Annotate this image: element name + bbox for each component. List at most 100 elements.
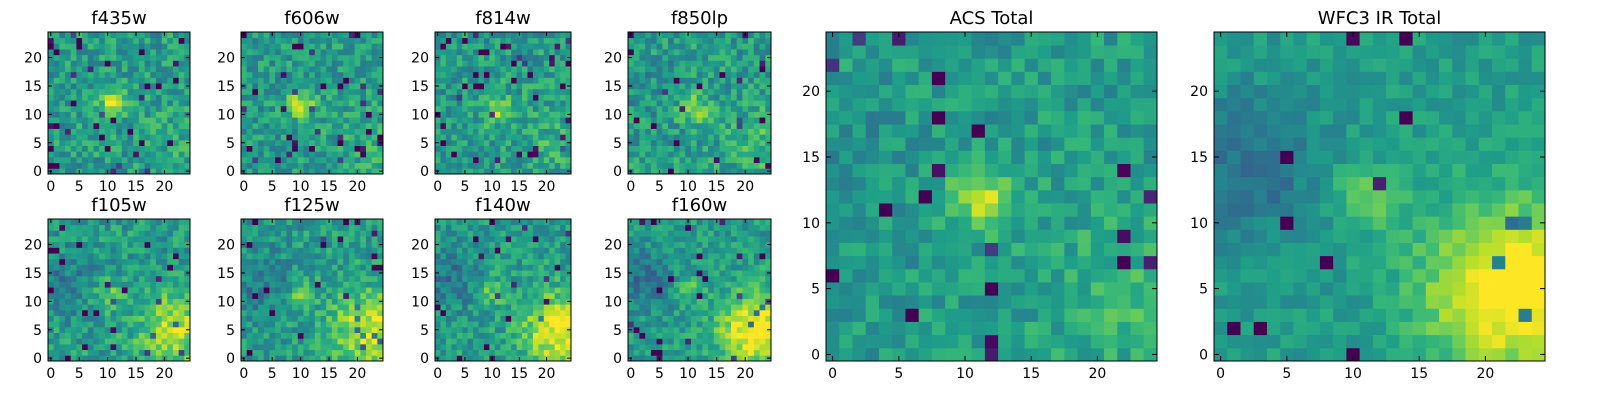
heatmap-cell <box>532 88 539 95</box>
heatmap-cell <box>82 349 89 356</box>
heatmap-cell <box>337 60 344 67</box>
heatmap-cell <box>297 88 304 95</box>
heatmap-cell <box>516 83 523 90</box>
heatmap-cell <box>292 151 299 158</box>
heatmap-cell <box>365 105 373 112</box>
heatmap-cell <box>59 253 66 260</box>
heatmap-cell <box>331 332 338 339</box>
heatmap-cell <box>161 264 168 271</box>
heatmap-cell <box>348 349 355 356</box>
heatmap-cell <box>178 128 185 135</box>
heatmap-cell <box>252 60 259 67</box>
heatmap-cell <box>702 156 709 164</box>
heatmap-cell <box>538 236 545 243</box>
heatmap-cell <box>116 117 123 124</box>
heatmap-cell <box>275 253 282 260</box>
heatmap-cell <box>549 77 556 84</box>
heatmap-cell <box>753 128 760 135</box>
heatmap-cell <box>320 32 327 39</box>
heatmap-cell <box>543 66 550 73</box>
heatmap-cell <box>549 241 556 248</box>
heatmap-cell <box>645 343 652 351</box>
heatmap-cell <box>473 156 479 164</box>
heatmap-cell <box>719 83 726 90</box>
heatmap-cell <box>65 247 72 254</box>
heatmap-cell <box>708 94 715 101</box>
heatmap-cell <box>440 287 447 294</box>
heatmap-cell <box>543 287 550 294</box>
heatmap-cell <box>565 100 572 107</box>
heatmap-cell <box>753 162 760 169</box>
heatmap-cell <box>354 264 361 271</box>
heatmap-cell <box>483 83 490 90</box>
heatmap-cell <box>532 219 539 226</box>
heatmap-cell <box>662 298 669 305</box>
heatmap-cell <box>167 326 174 333</box>
heatmap-cell <box>639 105 646 112</box>
heatmap-cell <box>263 54 270 61</box>
heatmap-cell <box>522 139 528 146</box>
heatmap-cell <box>269 258 276 265</box>
heatmap-cell <box>543 230 550 237</box>
heatmap-cell <box>167 236 174 243</box>
heatmap-cell <box>753 54 760 61</box>
heatmap-cell <box>258 247 265 254</box>
heatmap-cell <box>516 270 523 277</box>
heatmap-cell <box>258 241 265 248</box>
heatmap-cell <box>184 71 191 78</box>
heatmap-cell <box>713 338 720 345</box>
heatmap-cell <box>673 298 680 305</box>
heatmap-cell <box>53 281 60 288</box>
heatmap-cell <box>445 355 452 362</box>
heatmap-cell <box>467 54 474 61</box>
heatmap-cell <box>360 321 367 328</box>
heatmap-cell <box>730 37 738 44</box>
heatmap-cell <box>708 270 715 277</box>
heatmap-cell <box>473 247 479 254</box>
heatmap-cell <box>172 321 180 328</box>
heatmap-cell <box>713 304 720 311</box>
heatmap-cell <box>765 145 772 152</box>
x-tick-label: 20 <box>538 366 556 382</box>
heatmap-cell <box>258 309 265 316</box>
heatmap-cell <box>554 32 561 39</box>
heatmap-cell <box>365 264 373 271</box>
heatmap-cell <box>440 77 447 84</box>
heatmap-cell <box>505 224 512 231</box>
heatmap-cell <box>178 258 185 265</box>
heatmap-cell <box>494 236 501 243</box>
heatmap-cell <box>343 349 350 356</box>
heatmap-cell <box>155 241 162 248</box>
heatmap-cell <box>628 60 635 67</box>
heatmap-cell <box>172 253 180 260</box>
heatmap-cell <box>494 287 501 294</box>
heatmap-cell <box>440 37 447 44</box>
heatmap-cell <box>161 117 168 124</box>
heatmap-cell <box>82 309 89 316</box>
heatmap-cell <box>337 332 344 339</box>
heatmap-cell <box>708 315 715 322</box>
heatmap-cell <box>53 43 60 50</box>
heatmap-cell <box>138 292 145 299</box>
heatmap-cell <box>494 88 501 95</box>
heatmap-cell <box>99 162 106 169</box>
heatmap-cell <box>483 88 490 95</box>
heatmap-cell <box>511 236 517 243</box>
heatmap-cell <box>127 304 134 311</box>
heatmap-cell <box>172 275 180 282</box>
heatmap-cell <box>172 139 180 146</box>
heatmap-cell <box>167 139 174 146</box>
heatmap-cell <box>554 128 561 135</box>
heatmap-cell <box>462 139 469 146</box>
heatmap-cell <box>516 230 523 237</box>
heatmap-cell <box>560 60 566 67</box>
heatmap-cell <box>314 94 321 101</box>
heatmap-cell <box>483 66 490 73</box>
heatmap-cell <box>650 32 657 39</box>
heatmap-cell <box>554 54 561 61</box>
heatmap-cell <box>280 287 287 294</box>
heatmap-cell <box>82 156 89 164</box>
heatmap-cell <box>702 343 709 351</box>
heatmap-cell <box>516 134 523 141</box>
heatmap-cell <box>331 219 338 226</box>
